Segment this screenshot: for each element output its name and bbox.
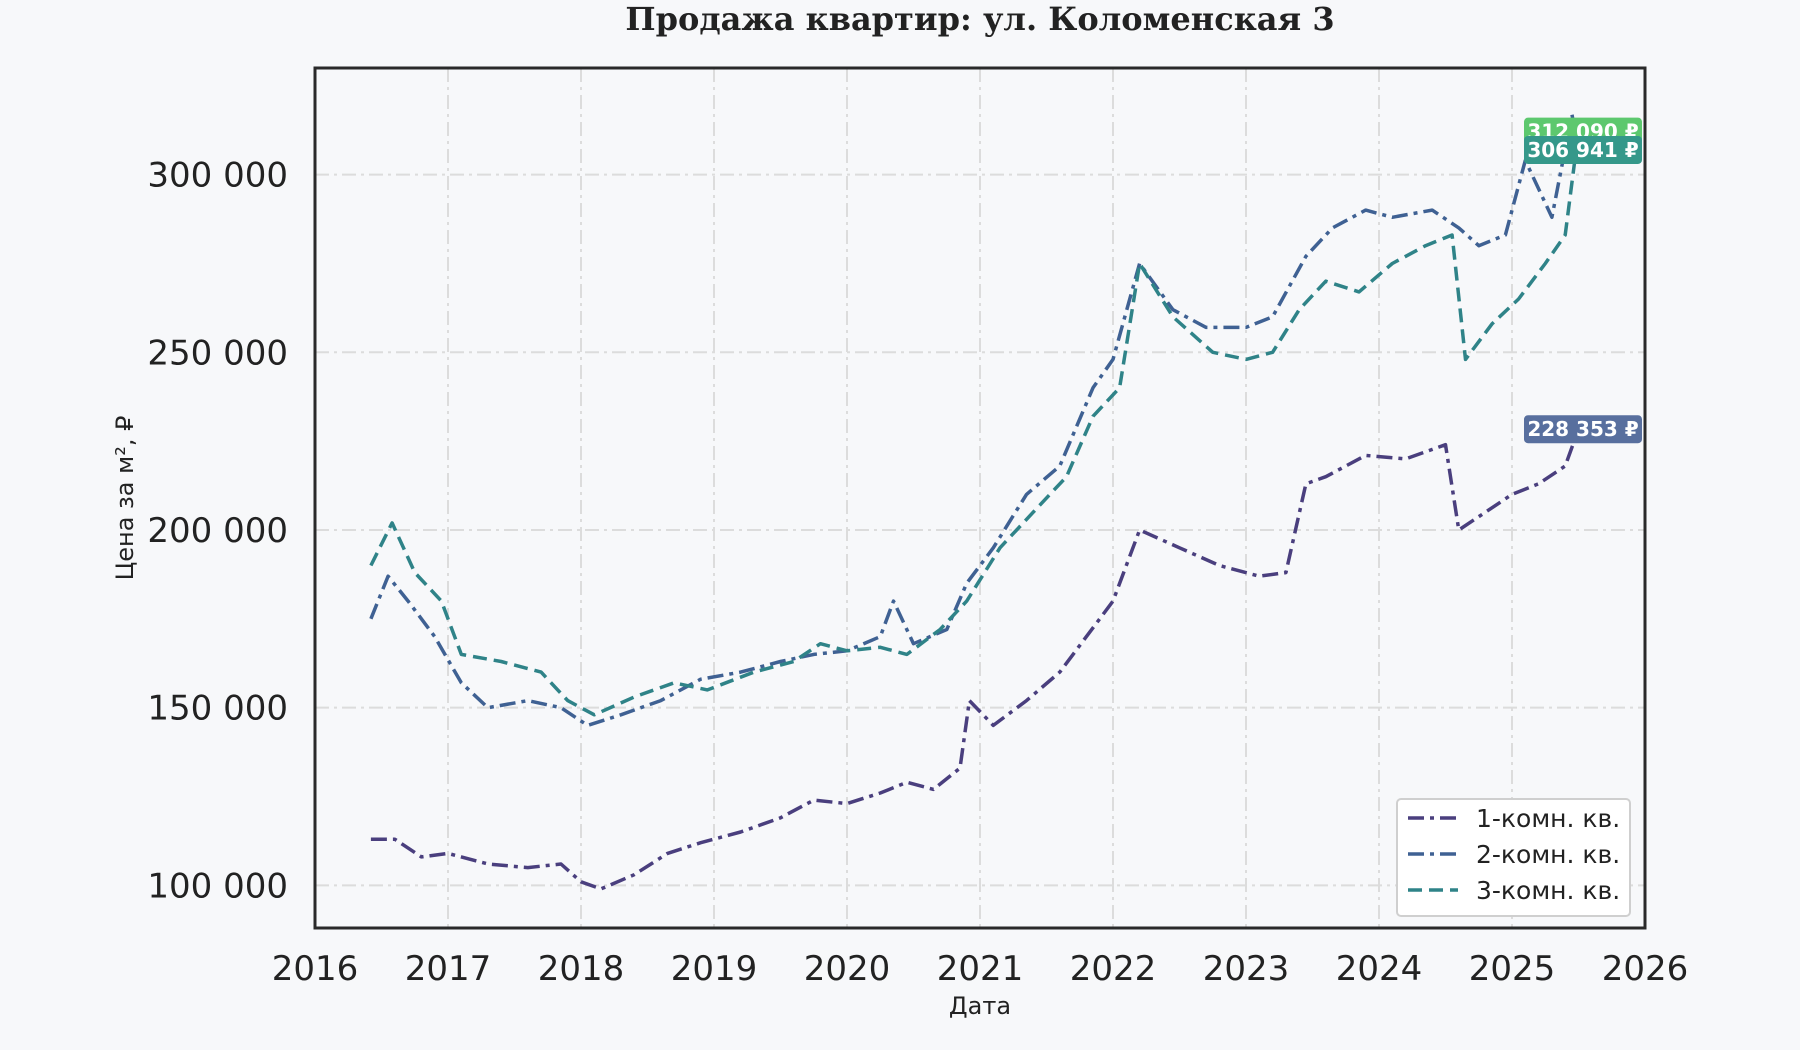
legend-box [1396,798,1631,917]
x-tick-label: 2021 [937,949,1024,989]
x-axis-label: Дата [949,992,1011,1020]
x-tick-label: 2025 [1469,949,1556,989]
value-badge-label: 306 941 ₽ [1527,138,1638,162]
x-tick-label: 2023 [1203,949,1290,989]
y-axis-ticks: 100 000 150 000 200 000 250 000 300 000 [147,156,288,907]
value-badge [1524,415,1642,444]
value-badges: 312 090 ₽306 941 ₽228 353 ₽ [1524,117,1642,444]
y-tick-label: 100 000 [147,866,288,906]
legend: 1-комн. кв. 2-комн. кв. 3-комн. кв. [1396,798,1631,917]
series-line-2 [369,112,1581,728]
chart-title: Продажа квартир: ул. Коломенская 3 [625,0,1334,38]
value-badge-label: 228 353 ₽ [1527,417,1638,441]
legend-label: 1-комн. кв. [1476,804,1620,833]
y-tick-label: 300 000 [147,156,288,196]
x-tick-label: 2019 [671,949,758,989]
x-tick-label: 2020 [804,949,891,989]
x-tick-label: 2024 [1336,949,1423,989]
x-tick-label: 2018 [538,949,625,989]
value-badge [1524,135,1642,164]
plot-frame [313,66,1647,930]
x-tick-label: 2017 [405,949,492,989]
legend-label: 3-комн. кв. [1476,876,1620,905]
series-line-1 [370,428,1581,891]
y-tick-label: 200 000 [147,511,288,551]
y-tick-label: 250 000 [147,333,288,373]
grid [315,68,1645,928]
series-lines [369,112,1581,891]
x-axis-ticks: 2016 2017 2018 2019 2020 2021 2022 2023 2024 2025… [272,949,1689,989]
x-tick-label: 2022 [1070,949,1157,989]
x-tick-label: 2016 [272,949,359,989]
y-tick-label: 150 000 [147,689,288,729]
series-line-3 [369,131,1581,717]
legend-label: 2-комн. кв. [1476,840,1620,869]
y-axis-label: Цена за м², ₽ [111,416,139,581]
x-tick-label: 2026 [1602,949,1689,989]
